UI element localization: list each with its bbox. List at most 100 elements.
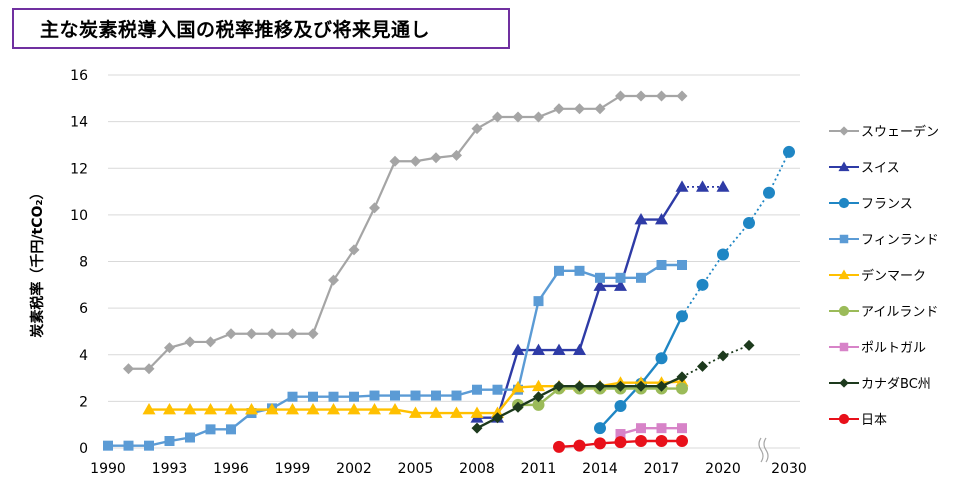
y-tick-label: 16 <box>70 68 88 84</box>
x-tick-label: 2008 <box>459 461 495 477</box>
data-point <box>307 328 319 340</box>
data-point <box>677 423 687 434</box>
data-point <box>697 360 708 372</box>
data-point <box>615 90 626 102</box>
y-tick-label: 4 <box>79 348 88 364</box>
data-point <box>553 440 565 453</box>
data-point <box>636 272 646 283</box>
data-point <box>143 363 155 375</box>
data-point <box>838 413 850 425</box>
data-point <box>594 380 606 392</box>
data-point <box>492 412 503 424</box>
data-point <box>205 336 216 348</box>
data-point <box>369 202 380 214</box>
data-point <box>676 435 688 448</box>
data-point <box>184 336 196 348</box>
data-point <box>123 363 134 375</box>
y-tick-label: 12 <box>70 161 88 177</box>
data-point <box>594 103 606 115</box>
data-point <box>743 339 755 351</box>
data-point <box>655 352 668 365</box>
data-point <box>696 180 709 192</box>
data-point <box>511 343 525 355</box>
data-point <box>838 305 850 317</box>
data-point <box>286 403 299 415</box>
data-point <box>595 272 605 283</box>
data-point <box>225 328 237 340</box>
data-point <box>717 248 729 261</box>
x-tick-label: 1990 <box>90 461 126 477</box>
data-point <box>839 126 849 136</box>
data-point <box>226 424 236 435</box>
data-point <box>716 180 730 192</box>
data-point <box>717 350 729 362</box>
series-swiss <box>470 180 730 423</box>
data-point <box>123 440 134 451</box>
data-point <box>450 406 463 418</box>
data-point <box>574 265 585 276</box>
data-point <box>743 217 755 230</box>
data-point <box>655 435 668 448</box>
legend-item-ireland: アイルランド <box>829 305 938 320</box>
data-point <box>410 390 421 401</box>
y-tick-label: 2 <box>79 394 88 410</box>
data-point <box>183 403 197 415</box>
data-point <box>839 342 849 352</box>
y-axis-label: 炭素税率（千円/tCO₂） <box>29 185 46 337</box>
legend-label: カナダBC州 <box>861 377 931 392</box>
data-point <box>287 328 298 340</box>
data-point <box>656 380 667 392</box>
legend-label: 日本 <box>861 413 887 428</box>
data-point <box>266 328 278 340</box>
y-tick-label: 10 <box>70 208 88 224</box>
data-point <box>594 437 606 450</box>
data-point <box>164 342 175 354</box>
data-point <box>656 90 667 102</box>
data-point <box>838 269 850 280</box>
data-point <box>676 371 688 383</box>
data-point <box>615 429 626 440</box>
chart-title: 主な炭素税導入国の税率推移及び将来見通し <box>40 19 431 41</box>
data-point <box>327 403 340 415</box>
y-tick-label: 0 <box>79 441 88 457</box>
series-line <box>599 315 684 429</box>
data-point <box>677 259 687 270</box>
data-point <box>328 274 339 286</box>
series-projection-line <box>681 151 790 317</box>
data-point <box>634 213 648 225</box>
x-tick-label: 2020 <box>705 461 741 477</box>
data-point <box>492 384 503 395</box>
data-point <box>573 343 586 355</box>
data-point <box>783 145 795 158</box>
x-tick-label: 1996 <box>213 461 249 477</box>
legend-label: フランス <box>861 197 913 212</box>
x-tick-label: 1993 <box>152 461 188 477</box>
series-sweden <box>123 90 688 375</box>
data-point <box>368 403 381 415</box>
series-portugal <box>615 423 687 440</box>
data-point <box>164 436 175 447</box>
series-line <box>108 263 682 447</box>
x-tick-label: 2030 <box>771 461 807 477</box>
data-point <box>696 278 709 291</box>
data-point <box>838 161 850 172</box>
data-point <box>429 406 443 418</box>
data-point <box>471 123 483 135</box>
data-point <box>512 111 524 123</box>
series-projection-line <box>681 344 750 378</box>
data-point <box>472 384 482 395</box>
data-point <box>675 180 689 192</box>
data-point <box>656 423 667 434</box>
data-point <box>655 213 668 225</box>
data-point <box>656 259 667 270</box>
data-point <box>451 390 462 401</box>
data-point <box>205 424 216 435</box>
legend-label: フィンランド <box>861 233 939 248</box>
data-point <box>308 391 318 402</box>
data-point <box>306 403 320 415</box>
data-point <box>574 380 585 392</box>
data-point <box>348 244 360 256</box>
data-point <box>573 439 586 452</box>
series-japan <box>553 435 688 453</box>
